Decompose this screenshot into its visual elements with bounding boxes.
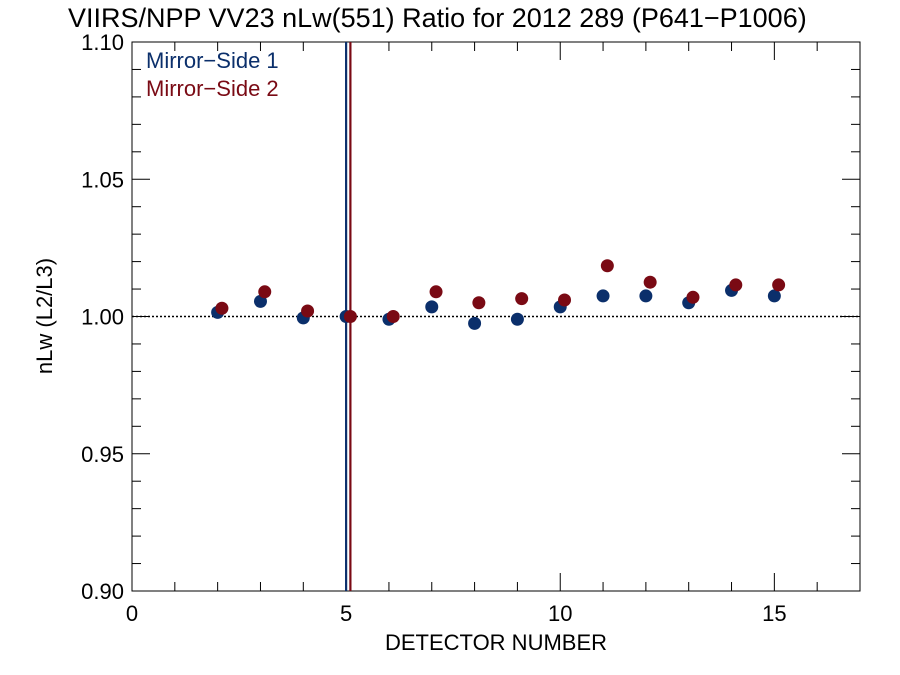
y-tick-label: 1.00 bbox=[81, 305, 124, 330]
series-2-point bbox=[258, 285, 272, 299]
x-tick-label: 15 bbox=[762, 601, 786, 626]
series-2-point bbox=[515, 292, 529, 306]
y-tick-label: 1.05 bbox=[81, 167, 124, 192]
series-1-point bbox=[639, 289, 653, 303]
series-2-point bbox=[686, 290, 700, 304]
x-tick-label: 5 bbox=[340, 601, 352, 626]
y-axis-title: nLw (L2/L3) bbox=[32, 258, 57, 374]
series-1-point bbox=[596, 289, 610, 303]
y-tick-label: 1.10 bbox=[81, 30, 124, 55]
legend: Mirror−Side 1 Mirror−Side 2 bbox=[146, 48, 279, 101]
series-2-point bbox=[558, 293, 572, 307]
x-axis-title: DETECTOR NUMBER bbox=[385, 630, 607, 655]
series-2-point bbox=[386, 310, 400, 323]
series-2-point bbox=[600, 259, 614, 273]
series-1-point bbox=[468, 316, 482, 330]
series-2-point bbox=[472, 296, 486, 310]
series-2-point bbox=[343, 310, 357, 323]
series-2-point bbox=[301, 304, 315, 318]
tick-labels: 0 5 10 15 0.90 0.95 1.00 1.05 1.10 bbox=[81, 30, 786, 626]
series-2-point bbox=[215, 301, 229, 315]
series-2-point bbox=[772, 278, 786, 292]
series-1-point bbox=[767, 289, 781, 303]
series-2-point bbox=[729, 278, 743, 292]
x-tick-label: 10 bbox=[548, 601, 572, 626]
legend-entry: Mirror−Side 2 bbox=[146, 76, 279, 101]
y-tick-label: 0.95 bbox=[81, 442, 124, 467]
series-2-point bbox=[429, 285, 443, 299]
chart-title: VIIRS/NPP VV23 nLw(551) Ratio for 2012 2… bbox=[68, 3, 807, 33]
series-1-point bbox=[510, 312, 524, 326]
data-points bbox=[211, 259, 786, 330]
legend-entry: Mirror−Side 1 bbox=[146, 48, 279, 73]
series-1-point bbox=[425, 300, 439, 314]
series-2-point bbox=[643, 275, 657, 289]
x-tick-label: 0 bbox=[126, 601, 138, 626]
y-tick-label: 0.90 bbox=[81, 579, 124, 604]
